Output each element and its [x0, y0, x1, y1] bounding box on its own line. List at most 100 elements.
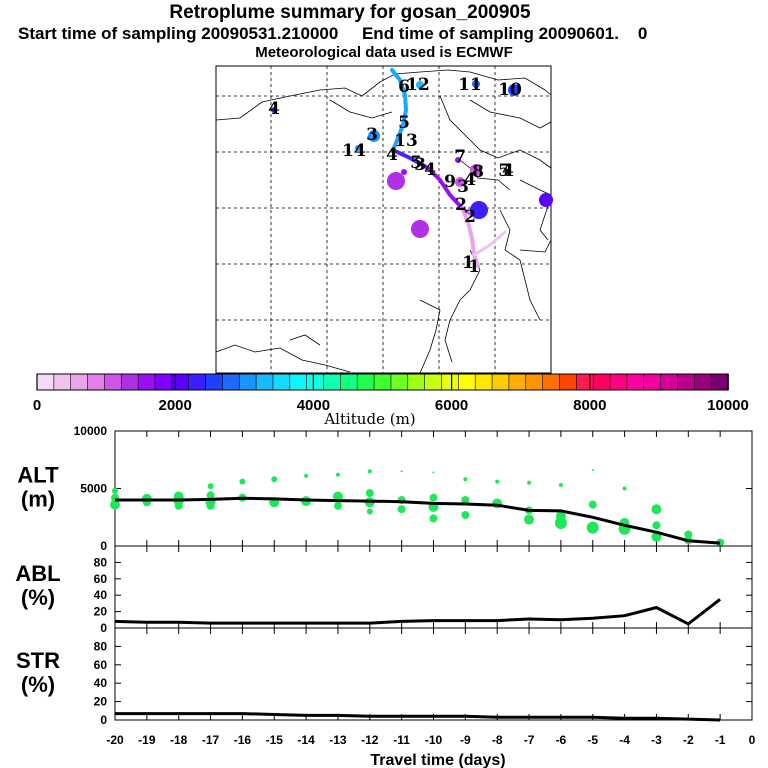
x-tick-label: -16 — [234, 733, 252, 747]
colorbar-swatch — [677, 373, 696, 391]
alt-scatter-point — [207, 483, 214, 490]
panel-unit: (%) — [21, 672, 55, 697]
colorbar-swatch — [592, 373, 611, 391]
alt-scatter-point — [432, 471, 435, 474]
x-tick-label: -20 — [106, 733, 124, 747]
alt-scatter-point — [463, 477, 468, 482]
alt-scatter-point — [367, 469, 372, 474]
alt-scatter-point — [110, 499, 120, 510]
alt-scatter-point — [271, 476, 278, 483]
x-tick-label: -3 — [651, 733, 662, 747]
map-marker — [401, 169, 407, 175]
colorbar-swatch — [272, 373, 291, 391]
alt-scatter-point — [588, 500, 597, 509]
map-marker — [416, 81, 424, 89]
x-tick-label: 0 — [749, 733, 756, 747]
map-marker — [355, 145, 361, 151]
x-tick-label: -14 — [297, 733, 315, 747]
alt-scatter-point — [206, 491, 215, 500]
start-time: Start time of sampling 20090531.210000 — [18, 24, 339, 43]
colorbar-swatch — [660, 373, 679, 391]
map-marker — [387, 172, 405, 190]
str-line — [115, 712, 721, 722]
met-data-line: Meteorological data used is ECMWF — [255, 44, 513, 61]
map-label: 2 — [464, 207, 476, 227]
x-tick-label: -11 — [393, 733, 410, 747]
alt-scatter-point — [335, 472, 340, 477]
map-label: 5 — [410, 153, 422, 173]
map-gridlines — [216, 66, 551, 373]
alt-scatter-point — [206, 501, 215, 510]
y-tick-label: 0 — [100, 713, 107, 727]
y-tick-label: 5000 — [80, 482, 107, 496]
x-tick-label: -17 — [202, 733, 220, 747]
colorbar-swatch — [120, 373, 139, 391]
x-tick-label: -2 — [683, 733, 694, 747]
colorbar-tick-label: 6000 — [435, 397, 468, 414]
colorbar-swatch — [626, 373, 645, 391]
colorbar-swatch — [390, 373, 409, 391]
alt-scatter-point — [239, 478, 246, 485]
y-tick-label: 0 — [100, 621, 107, 635]
y-tick-label: 0 — [100, 539, 107, 553]
map-frame — [215, 65, 552, 374]
colorbar-swatch — [53, 373, 72, 391]
alt-scatter-point — [461, 496, 470, 504]
map-marker — [455, 157, 461, 163]
map-label: 5 — [398, 113, 410, 133]
alt-scatter-point — [622, 486, 627, 491]
colorbar-swatch — [323, 373, 342, 391]
str-panel: 80 60 40 20 0 STR(%) — [16, 627, 753, 727]
alt-scatter-point — [651, 504, 662, 515]
x-tick-label: -4 — [619, 733, 630, 747]
colorbar-swatch — [306, 373, 325, 391]
abl-panel: 80 60 40 20 0 ABL(%) — [15, 545, 753, 635]
x-tick-label: -8 — [492, 733, 503, 747]
map-marker — [470, 164, 482, 176]
alt-scatter-point — [304, 473, 309, 478]
map-label: 1 — [462, 253, 474, 273]
x-tick-label: -18 — [170, 733, 188, 747]
map-label: 4 — [424, 160, 436, 180]
map-label: 4 — [502, 161, 514, 181]
panel-unit: (m) — [21, 487, 55, 512]
panel-frame — [114, 545, 753, 629]
colorbar-tick-label: 2000 — [159, 397, 192, 414]
colorbar-swatch — [525, 373, 544, 391]
colorbar-swatch — [710, 373, 729, 391]
alt-scatter-point — [366, 508, 373, 515]
colorbar-swatch — [559, 373, 578, 391]
colorbar-swatch — [458, 373, 476, 391]
map-label: 8 — [472, 162, 484, 182]
map-label: 14 — [342, 141, 366, 161]
alt-scatter-point — [461, 510, 470, 519]
x-axis-title: Travel time (days) — [370, 752, 505, 768]
y-tick-label: 40 — [94, 588, 108, 602]
map-markers — [271, 80, 553, 238]
map-marker — [271, 107, 277, 113]
alt-scatter-point — [429, 514, 438, 523]
map-label: 10 — [498, 80, 522, 100]
alt-scatter-point — [400, 470, 403, 473]
y-tick-label: 80 — [94, 555, 108, 569]
colorbar-swatch — [137, 373, 156, 391]
map-label: 4 — [464, 170, 476, 190]
colorbar-swatch — [508, 373, 527, 391]
x-tick-label: -12 — [361, 733, 379, 747]
map-label: 3 — [457, 177, 469, 197]
colorbar-swatch — [643, 373, 662, 391]
alt-scatter-point — [684, 530, 693, 539]
x-tick-label: -10 — [425, 733, 443, 747]
y-tick-label: 10000 — [74, 424, 108, 438]
alt-scatter-point — [333, 501, 342, 510]
map-label: 7 — [454, 147, 466, 167]
colorbar-tick-label: 8000 — [573, 397, 606, 414]
colorbar-swatch — [356, 373, 375, 391]
alt-scatter-point — [112, 487, 118, 494]
alt-scatter-point — [527, 480, 532, 485]
alt-scatter-point — [174, 501, 183, 510]
colorbar-swatch — [340, 373, 359, 391]
y-tick-label: 40 — [94, 676, 108, 690]
